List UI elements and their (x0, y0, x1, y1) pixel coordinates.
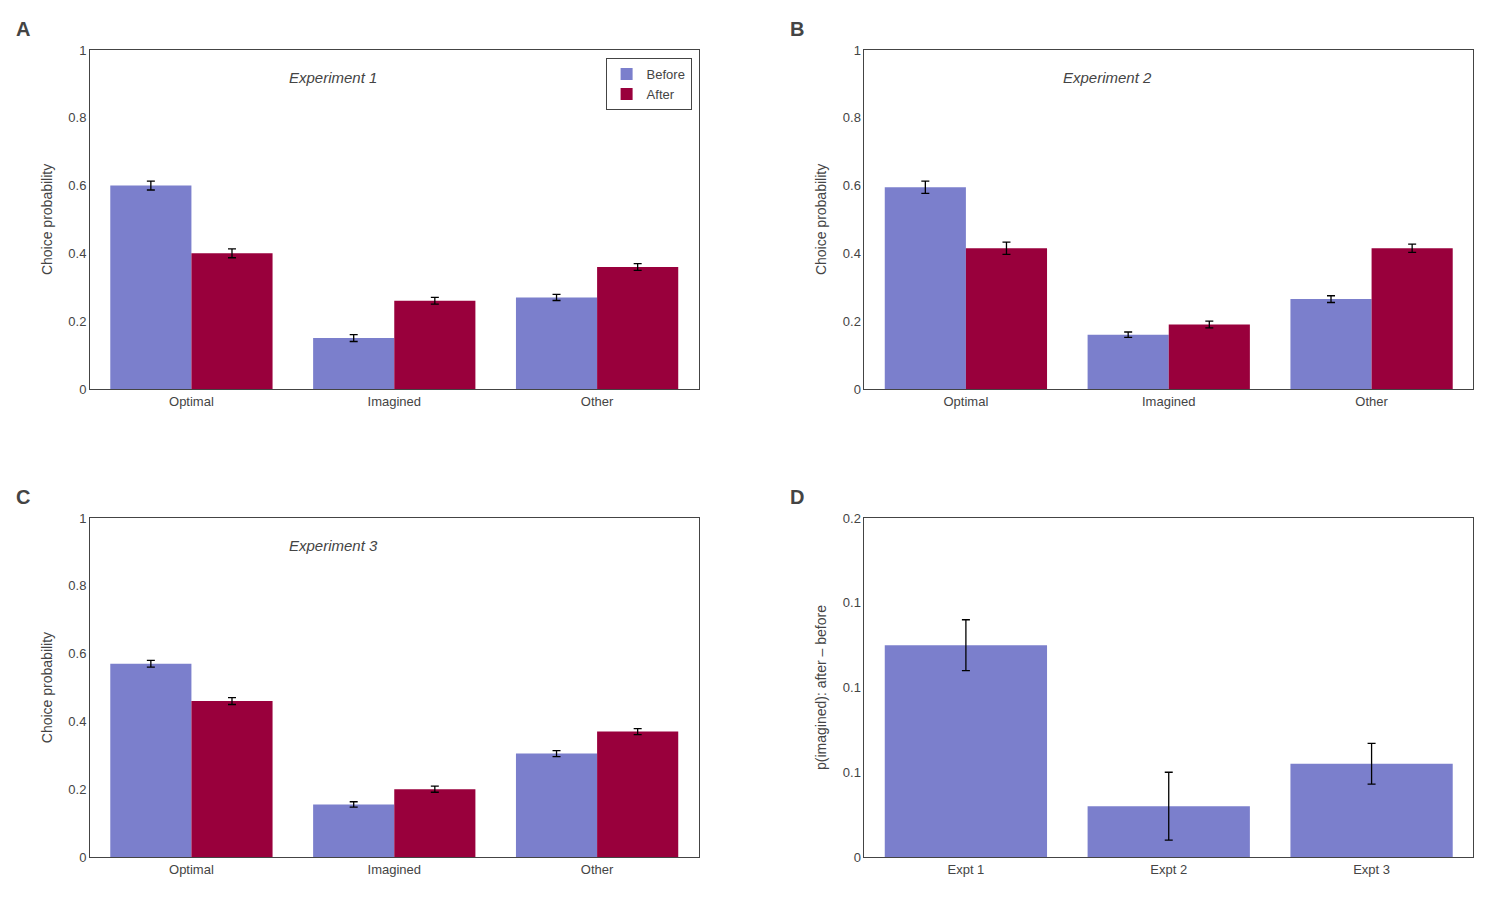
svg-text:1: 1 (79, 511, 86, 526)
svg-text:Experiment 2: Experiment 2 (1063, 69, 1152, 86)
svg-text:Experiment 1: Experiment 1 (289, 69, 377, 86)
svg-text:0.1: 0.1 (843, 680, 861, 695)
svg-text:1: 1 (79, 43, 86, 58)
svg-text:D: D (790, 486, 804, 508)
svg-text:Other: Other (1355, 394, 1388, 409)
svg-text:Optimal: Optimal (169, 862, 214, 877)
svg-text:Optimal: Optimal (169, 394, 214, 409)
svg-text:0.2: 0.2 (843, 511, 861, 526)
svg-text:0: 0 (854, 850, 861, 865)
svg-text:0.6: 0.6 (68, 178, 86, 193)
svg-text:1: 1 (854, 43, 861, 58)
svg-text:Optimal: Optimal (944, 394, 989, 409)
svg-text:0.4: 0.4 (843, 246, 861, 261)
svg-text:0.2: 0.2 (68, 314, 86, 329)
svg-text:0.8: 0.8 (68, 578, 86, 593)
svg-text:Choice probability: Choice probability (39, 164, 55, 275)
svg-text:0.6: 0.6 (68, 646, 86, 661)
svg-text:p(imagined): after – before: p(imagined): after – before (813, 605, 829, 770)
svg-text:0.1: 0.1 (843, 765, 861, 780)
svg-text:0.2: 0.2 (843, 314, 861, 329)
svg-text:Imagined: Imagined (368, 394, 421, 409)
svg-text:0.8: 0.8 (68, 110, 86, 125)
svg-text:0.8: 0.8 (843, 110, 861, 125)
svg-text:Before: Before (647, 67, 685, 82)
svg-text:0: 0 (79, 381, 86, 396)
svg-text:0.4: 0.4 (68, 714, 86, 729)
svg-text:Choice probability: Choice probability (813, 164, 829, 275)
svg-text:0.6: 0.6 (843, 178, 861, 193)
svg-text:Expt 2: Expt 2 (1150, 862, 1187, 877)
svg-text:Imagined: Imagined (1142, 394, 1195, 409)
svg-text:0.4: 0.4 (68, 246, 86, 261)
svg-text:Choice probability: Choice probability (39, 632, 55, 743)
svg-text:B: B (790, 18, 804, 40)
svg-text:0: 0 (854, 381, 861, 396)
svg-text:Imagined: Imagined (368, 862, 421, 877)
svg-text:Expt 1: Expt 1 (947, 862, 984, 877)
svg-text:Experiment 3: Experiment 3 (289, 537, 378, 554)
svg-text:Expt 3: Expt 3 (1353, 862, 1390, 877)
svg-text:C: C (16, 486, 30, 508)
svg-text:Other: Other (581, 862, 614, 877)
svg-text:After: After (647, 87, 675, 102)
svg-text:Other: Other (581, 394, 614, 409)
svg-text:0: 0 (79, 850, 86, 865)
svg-text:0.1: 0.1 (843, 595, 861, 610)
svg-text:0.2: 0.2 (68, 782, 86, 797)
svg-text:A: A (16, 18, 30, 40)
